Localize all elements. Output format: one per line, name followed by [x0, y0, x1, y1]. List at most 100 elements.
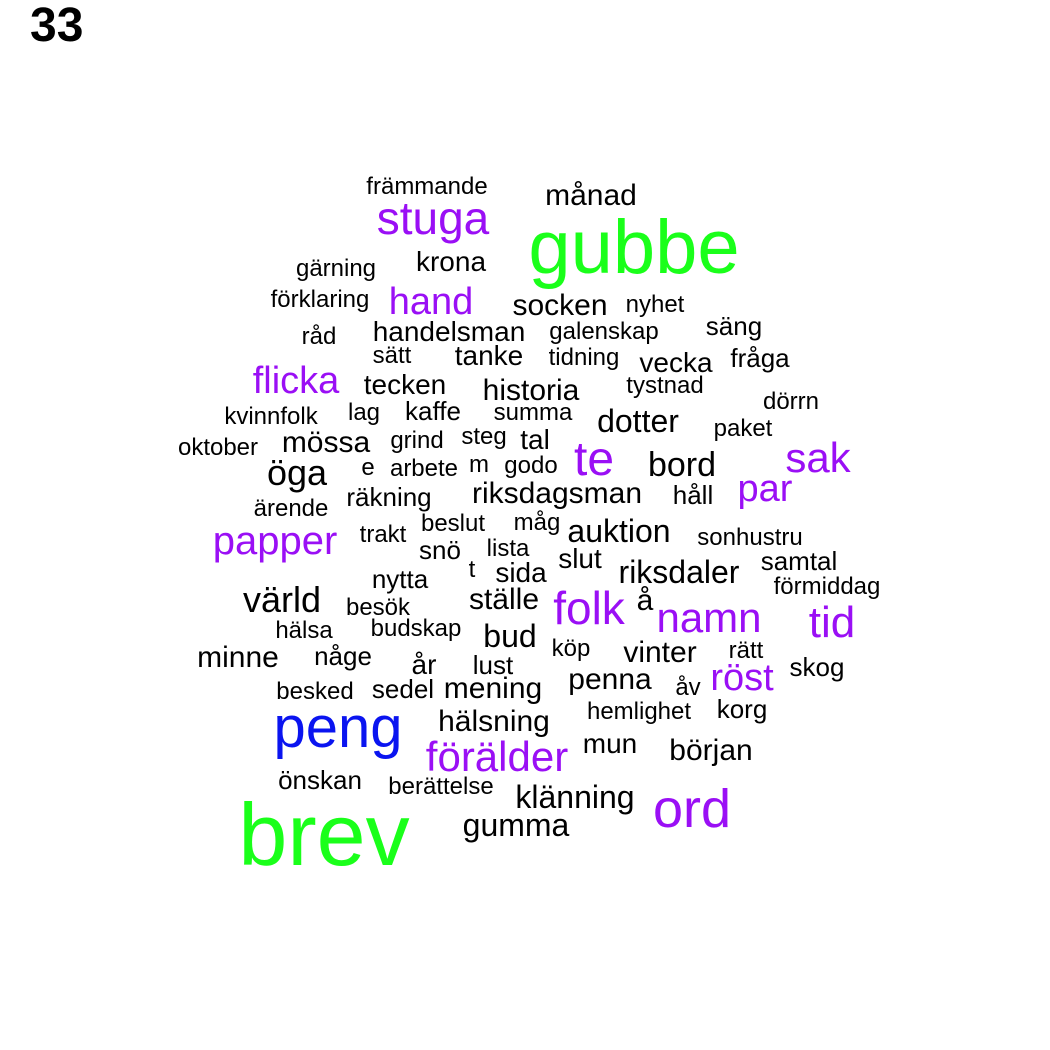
word-foralder: förälder [425, 733, 569, 780]
word-gubbe: gubbe [528, 205, 740, 290]
word-sedel: sedel [371, 674, 435, 704]
word-nytta: nytta [371, 564, 429, 594]
word-mag: måg [513, 509, 561, 536]
word-rakning: räkning [346, 482, 432, 512]
word-klanning: klänning [515, 779, 635, 815]
word-tystnad: tystnad [626, 372, 704, 399]
word-te: te [573, 433, 615, 486]
page-number: 33 [30, 0, 84, 52]
word-gumma: gumma [462, 807, 570, 843]
word-summa: summa [493, 399, 573, 426]
word-forklaring: förklaring [270, 286, 370, 313]
word-bord: bord [647, 446, 717, 484]
word-nyhet: nyhet [625, 291, 685, 318]
word-sida: sida [495, 557, 547, 588]
word-budskap: budskap [370, 615, 462, 642]
word-lista: lista [486, 535, 530, 562]
word-tid: tid [808, 598, 856, 647]
word-m: m [469, 451, 489, 478]
word-minne: minne [197, 641, 279, 674]
word-fraga: fråga [730, 343, 790, 373]
word-penna: penna [568, 663, 652, 696]
word-nage: någe [314, 641, 372, 671]
word-krona: krona [415, 246, 487, 277]
word-satt: sätt [372, 342, 412, 369]
word-peng: peng [273, 695, 403, 760]
word-borjan: början [669, 734, 753, 767]
word-dorrn: dörrn [762, 388, 820, 415]
word-mun: mun [582, 728, 638, 759]
word-varld: värld [242, 579, 322, 620]
word-sang: säng [705, 311, 763, 341]
word-oga: öga [266, 452, 328, 493]
word-tanke: tanke [454, 340, 524, 371]
word-tecken: tecken [363, 369, 447, 400]
word-vinter: vinter [623, 636, 697, 669]
word-t: t [468, 556, 476, 583]
word-mossa: mössa [281, 426, 371, 459]
word-oktober: oktober [177, 434, 259, 461]
word-godo: godo [504, 452, 558, 479]
word-bud: bud [483, 618, 537, 654]
word-lag: lag [347, 399, 381, 426]
word-berattelse: berättelse [388, 773, 494, 800]
word-hall: håll [672, 480, 714, 510]
word-mening: mening [443, 672, 543, 705]
word-namn: namn [656, 594, 762, 641]
word-arbete: arbete [389, 455, 459, 482]
word-slut: slut [558, 543, 602, 574]
word-ord: ord [652, 779, 732, 839]
word-tidning: tidning [548, 344, 620, 371]
word-grind: grind [390, 427, 444, 454]
word-par: par [737, 468, 793, 510]
word-stuga: stuga [376, 192, 490, 244]
word-historia: historia [482, 374, 580, 407]
word-beslut: beslut [420, 510, 486, 537]
word-brev: brev [238, 785, 410, 884]
word-frammande: främmande [366, 173, 488, 200]
word-e: e [361, 454, 375, 481]
word-korg: korg [716, 694, 768, 724]
word-ar: år [411, 649, 437, 680]
word-auktion: auktion [567, 513, 671, 549]
word-a: å [636, 584, 654, 617]
word-galenskap: galenskap [549, 318, 659, 345]
word-papper: papper [212, 519, 338, 563]
word-folk: folk [553, 582, 625, 634]
word-samtal: samtal [760, 546, 838, 576]
word-trakt: trakt [359, 521, 407, 548]
word-lust: lust [472, 650, 514, 680]
word-steg: steg [461, 423, 507, 450]
word-halsa: hälsa [275, 617, 333, 644]
word-kaffe: kaffe [405, 396, 461, 426]
word-paket: paket [713, 415, 773, 442]
word-tal: tal [520, 424, 550, 455]
word-arende: ärende [253, 495, 329, 522]
word-sak: sak [785, 434, 851, 481]
word-garning: gärning [295, 255, 377, 282]
word-stalle: ställe [468, 583, 540, 616]
word-kvinnfolk: kvinnfolk [224, 403, 318, 430]
word-kop: köp [551, 635, 591, 662]
word-hemlighet: hemlighet [586, 698, 692, 725]
word-riksdagsman: riksdagsman [471, 477, 643, 510]
word-halsning: hälsning [438, 705, 550, 738]
word-manad: månad [545, 179, 637, 212]
word-riksdaler: riksdaler [618, 554, 740, 590]
word-handelsman: handelsman [372, 316, 526, 347]
word-hand: hand [388, 281, 474, 323]
word-flicka: flicka [252, 360, 340, 402]
word-besok: besök [345, 594, 411, 621]
word-sonhustru: sonhustru [697, 524, 803, 551]
word-formiddag: förmiddag [773, 573, 881, 600]
word-onskan: önskan [278, 765, 362, 795]
word-vecka: vecka [639, 347, 713, 378]
word-sno: snö [419, 535, 461, 565]
word-ratt: rätt [728, 637, 764, 664]
word-av: åv [675, 674, 701, 701]
word-rad: råd [301, 323, 337, 350]
word-socken: socken [512, 289, 608, 322]
word-besked: besked [276, 678, 354, 705]
word-dotter: dotter [597, 403, 679, 439]
